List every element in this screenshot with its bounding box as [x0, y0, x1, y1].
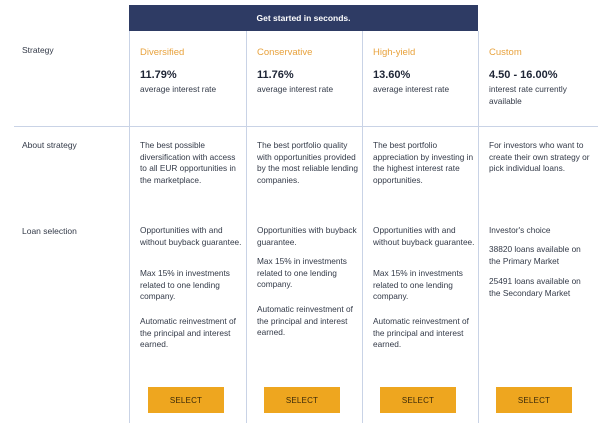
plan-loan-item: Opportunities with and without buyback g… [140, 225, 242, 247]
plan-loan-item: Investor's choice [489, 225, 551, 235]
select-diversified-button[interactable]: SELECT [148, 387, 224, 413]
plan-about: The best possible diversification with a… [140, 140, 236, 185]
row-label-strategy: Strategy [22, 45, 54, 55]
plan-rate: 11.76% [257, 69, 294, 81]
plan-loan-item: Max 15% in investments related to one le… [140, 268, 230, 302]
row-label-loan-selection: Loan selection [22, 226, 77, 236]
plan-rate: 13.60% [373, 69, 411, 81]
column-divider [362, 31, 363, 423]
plan-loan-item: 38820 loans available on the Primary Mar… [489, 244, 581, 266]
select-high-yield-button[interactable]: SELECT [380, 387, 456, 413]
plan-rate-description: average interest rate [373, 84, 450, 94]
plan-rate: 11.79% [140, 69, 177, 81]
plan-about: The best portfolio appreciation by inves… [373, 140, 474, 185]
plan-rate-description: interest rate currently available [489, 84, 567, 106]
plan-loan-item: Opportunities with buyback guarantee. [257, 225, 357, 247]
plan-loan-item: Opportunities with and without buyback g… [373, 225, 475, 247]
plan-loan-item: Automatic reinvestment of the principal … [257, 304, 353, 338]
row-divider [14, 126, 598, 127]
plan-rate-description: average interest rate [257, 84, 334, 94]
plan-rate: 4.50 - 16.00% [489, 69, 558, 81]
column-divider [246, 31, 247, 423]
plan-loan-item: 25491 loans available on the Secondary M… [489, 276, 581, 298]
plan-about: For investors who want to create their o… [489, 140, 590, 174]
plan-loan-item: Automatic reinvestment of the principal … [140, 316, 236, 350]
plan-rate-description: average interest rate [140, 84, 217, 94]
get-started-banner: Get started in seconds. [129, 5, 478, 31]
column-divider [129, 31, 130, 423]
plan-name: High-yield [373, 47, 416, 58]
select-conservative-button[interactable]: SELECT [264, 387, 340, 413]
plan-loan-item: Automatic reinvestment of the principal … [373, 316, 469, 350]
column-divider [478, 31, 479, 423]
row-label-about-strategy: About strategy [22, 140, 77, 150]
plan-loan-item: Max 15% in investments related to one le… [257, 256, 347, 290]
plan-name: Conservative [257, 47, 313, 58]
plan-about: The best portfolio quality with opportun… [257, 140, 359, 185]
plan-name: Diversified [140, 47, 185, 58]
plan-loan-item: Max 15% in investments related to one le… [373, 268, 463, 302]
select-custom-button[interactable]: SELECT [496, 387, 572, 413]
plan-name: Custom [489, 47, 522, 58]
